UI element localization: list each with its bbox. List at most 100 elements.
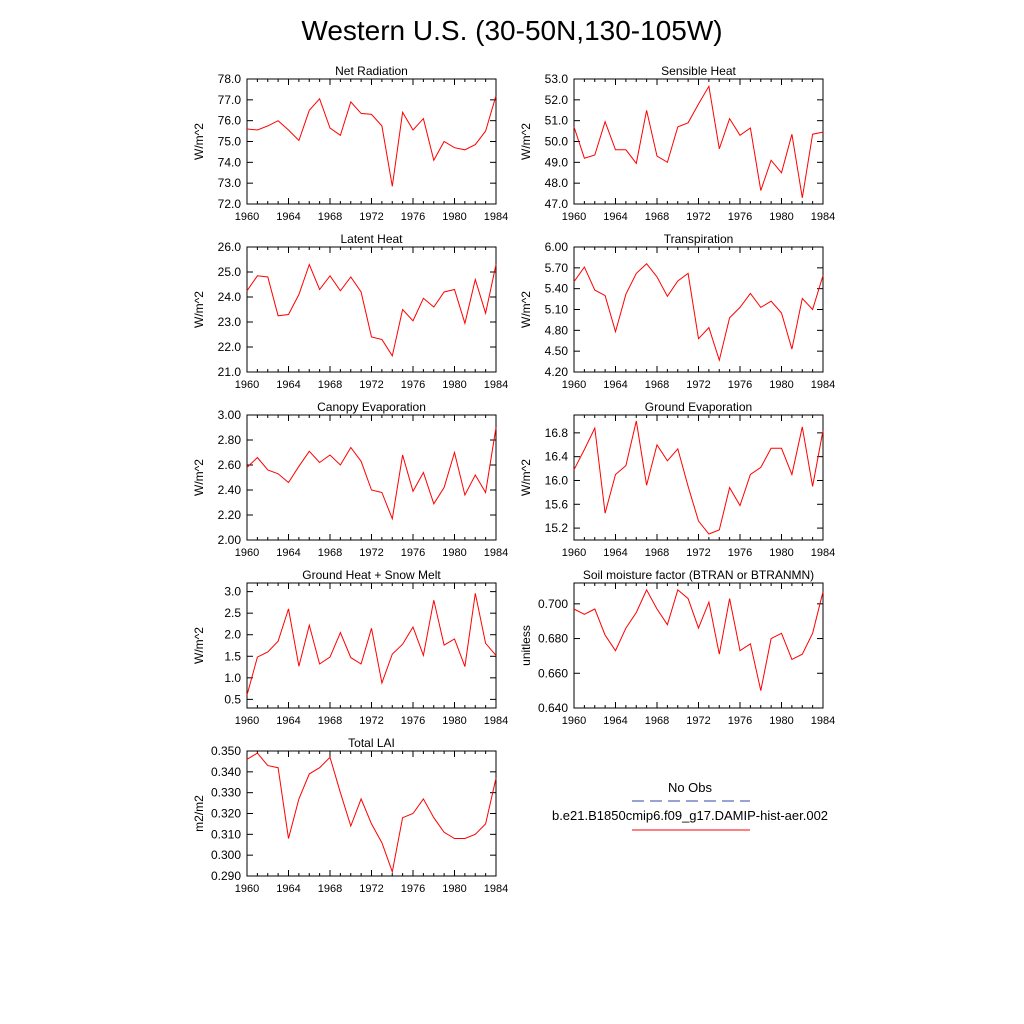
y-tick-label: 6.00 bbox=[545, 240, 569, 254]
x-tick-label: 1964 bbox=[603, 379, 627, 391]
chart-panel-3: Latent Heat W/m^2 21.0 22.0 23.0 24.0 25.0 26.0… bbox=[192, 232, 508, 391]
x-tick-label: 1984 bbox=[484, 211, 508, 223]
x-tick-label: 1964 bbox=[276, 547, 300, 559]
y-tick-label: 16.4 bbox=[545, 450, 569, 464]
y-tick-label: 5.70 bbox=[545, 261, 569, 275]
y-axis-label: W/m^2 bbox=[519, 123, 533, 160]
x-tick-label: 1968 bbox=[645, 715, 669, 727]
x-tick-label: 1972 bbox=[359, 379, 383, 391]
panel-title: Total LAI bbox=[348, 736, 395, 750]
y-tick-label: 2.20 bbox=[218, 508, 242, 522]
y-tick-label: 15.6 bbox=[545, 497, 569, 511]
chart-panel-2: Sensible Heat W/m^2 47.0 48.0 49.0 50.0 51.0 52… bbox=[519, 64, 835, 223]
y-tick-label: 0.640 bbox=[538, 701, 568, 715]
x-tick-label: 1976 bbox=[401, 883, 425, 895]
y-tick-label: 3.0 bbox=[224, 585, 241, 599]
x-tick-label: 1980 bbox=[442, 715, 466, 727]
y-axis-label: W/m^2 bbox=[192, 459, 206, 496]
y-tick-label: 0.660 bbox=[538, 666, 568, 680]
series-line bbox=[573, 262, 824, 363]
y-tick-label: 0.320 bbox=[211, 807, 241, 821]
y-tick-label: 16.8 bbox=[545, 426, 569, 440]
legend-label-no-obs: No Obs bbox=[668, 780, 713, 795]
x-tick-label: 1972 bbox=[359, 547, 383, 559]
series-line bbox=[246, 263, 497, 358]
x-tick-label: 1968 bbox=[318, 547, 342, 559]
x-tick-label: 1976 bbox=[728, 211, 752, 223]
series-line bbox=[573, 84, 824, 198]
x-tick-label: 1968 bbox=[645, 547, 669, 559]
x-tick-label: 1984 bbox=[484, 715, 508, 727]
x-tick-label: 1968 bbox=[645, 211, 669, 223]
series-line bbox=[246, 427, 497, 521]
x-tick-label: 1960 bbox=[235, 211, 259, 223]
y-tick-label: 2.40 bbox=[218, 483, 242, 497]
x-tick-label: 1968 bbox=[318, 883, 342, 895]
y-tick-label: 0.340 bbox=[211, 765, 241, 779]
x-tick-label: 1964 bbox=[276, 211, 300, 223]
x-tick-label: 1964 bbox=[603, 547, 627, 559]
x-tick-label: 1960 bbox=[235, 547, 259, 559]
series-line bbox=[573, 588, 824, 691]
y-tick-label: 53.0 bbox=[545, 72, 569, 86]
x-tick-label: 1960 bbox=[562, 547, 586, 559]
y-tick-label: 74.0 bbox=[218, 155, 242, 169]
y-axis-label: W/m^2 bbox=[519, 291, 533, 328]
x-tick-label: 1964 bbox=[603, 211, 627, 223]
y-tick-label: 50.0 bbox=[545, 135, 569, 149]
x-tick-label: 1976 bbox=[728, 379, 752, 391]
figure-title: Western U.S. (30-50N,130-105W) bbox=[301, 15, 722, 46]
chart-panel-8: Soil moisture factor (BTRAN or BTRANMN) u… bbox=[519, 568, 835, 727]
panel-title: Sensible Heat bbox=[661, 64, 736, 78]
x-tick-label: 1980 bbox=[769, 547, 793, 559]
y-tick-label: 0.680 bbox=[538, 632, 568, 646]
x-tick-label: 1972 bbox=[686, 211, 710, 223]
x-tick-label: 1980 bbox=[442, 211, 466, 223]
y-tick-label: 4.50 bbox=[545, 344, 569, 358]
y-tick-label: 52.0 bbox=[545, 93, 569, 107]
x-tick-label: 1964 bbox=[603, 715, 627, 727]
x-tick-label: 1976 bbox=[401, 379, 425, 391]
y-tick-label: 25.0 bbox=[218, 265, 242, 279]
series-line bbox=[246, 95, 497, 187]
series-line bbox=[573, 420, 824, 535]
x-tick-label: 1976 bbox=[728, 547, 752, 559]
plot-frame bbox=[573, 78, 824, 205]
legend: No Obs b.e21.B1850cmip6.f09_g17.DAMIP-hi… bbox=[552, 780, 828, 831]
x-tick-label: 1984 bbox=[484, 883, 508, 895]
chart-panel-5: Canopy Evaporation W/m^2 2.00 2.20 2.40 2.60 2… bbox=[192, 400, 508, 559]
x-tick-label: 1984 bbox=[811, 379, 835, 391]
panel-title: Canopy Evaporation bbox=[317, 400, 426, 414]
y-tick-label: 24.0 bbox=[218, 290, 242, 304]
y-tick-label: 78.0 bbox=[218, 72, 242, 86]
x-tick-label: 1972 bbox=[359, 883, 383, 895]
y-tick-label: 21.0 bbox=[218, 365, 242, 379]
x-tick-label: 1968 bbox=[318, 379, 342, 391]
x-tick-label: 1984 bbox=[484, 547, 508, 559]
y-tick-label: 15.2 bbox=[545, 521, 569, 535]
y-tick-label: 3.00 bbox=[218, 408, 242, 422]
x-tick-label: 1976 bbox=[401, 211, 425, 223]
y-tick-label: 26.0 bbox=[218, 240, 242, 254]
x-tick-label: 1980 bbox=[442, 883, 466, 895]
chart-panel-9: Total LAI m2/m2 0.290 0.300 0.310 0.320 0.330 0… bbox=[192, 736, 508, 895]
chart-panels: Net Radiation W/m^2 72.0 73.0 74.0 75.0 76.0 77… bbox=[192, 64, 835, 895]
panel-title: Ground Evaporation bbox=[645, 400, 752, 414]
plot-frame bbox=[246, 414, 497, 541]
y-axis-label: W/m^2 bbox=[519, 459, 533, 496]
y-tick-label: 4.80 bbox=[545, 323, 569, 337]
y-tick-label: 23.0 bbox=[218, 315, 242, 329]
plot-frame bbox=[246, 582, 497, 709]
x-tick-label: 1960 bbox=[235, 379, 259, 391]
y-tick-label: 2.0 bbox=[224, 628, 241, 642]
x-tick-label: 1964 bbox=[276, 379, 300, 391]
y-axis-label: W/m^2 bbox=[192, 627, 206, 664]
y-tick-label: 72.0 bbox=[218, 197, 242, 211]
y-tick-label: 5.40 bbox=[545, 282, 569, 296]
y-tick-label: 0.5 bbox=[224, 692, 241, 706]
x-tick-label: 1984 bbox=[811, 715, 835, 727]
x-tick-label: 1960 bbox=[562, 211, 586, 223]
y-tick-label: 1.0 bbox=[224, 671, 241, 685]
y-axis-label: W/m^2 bbox=[192, 123, 206, 160]
